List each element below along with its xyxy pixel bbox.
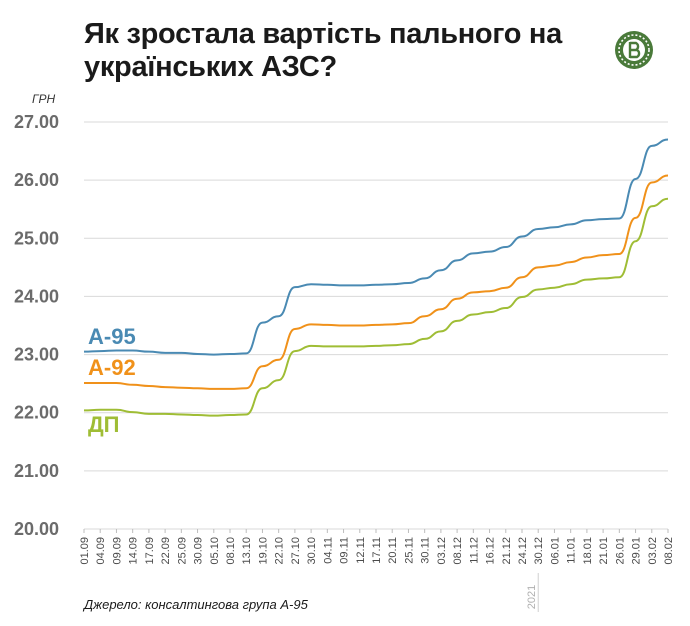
x-tick-label: 18.01 [582, 537, 594, 565]
y-tick-label: 25.00 [14, 228, 59, 248]
y-tick-label: 23.00 [14, 345, 59, 365]
x-tick-label: 04.11 [322, 537, 334, 564]
y-tick-label: 24.00 [14, 286, 59, 306]
x-tick-label: 19.10 [257, 537, 269, 565]
y-axis: 27.00 26.00 25.00 24.00 23.00 22.00 21.00 20.00 [14, 112, 59, 539]
series-line-1 [84, 174, 669, 390]
y-tick-label: 27.00 [14, 112, 59, 132]
series-label: ДП [88, 412, 120, 437]
x-axis: 01.09 04.09 09.09 14.09 17.09 22.09 25.09 30.09… [79, 529, 675, 612]
series-label: А-95 [88, 324, 136, 349]
x-tick-label: 27.10 [290, 537, 302, 565]
y-axis-unit: ГРН [32, 92, 56, 106]
series-label: А-92 [88, 355, 136, 380]
x-tick-label: 21.01 [598, 537, 610, 565]
x-tick-label: 09.09 [111, 537, 123, 565]
x-tick-label: 03.02 [647, 537, 659, 565]
x-tick-label: 22.09 [160, 537, 172, 565]
x-tick-label: 30.11 [420, 537, 432, 564]
x-tick-label: 24.12 [517, 537, 529, 565]
x-tick-label: 17.09 [144, 537, 156, 565]
y-tick-label: 21.00 [14, 461, 59, 481]
series-line-2 [83, 197, 669, 417]
x-tick-label: 03.12 [436, 537, 448, 565]
x-tick-label: 04.09 [95, 537, 107, 565]
x-tick-label: 11.12 [468, 537, 480, 564]
x-tick-label: 01.09 [79, 537, 91, 565]
series-lines [83, 138, 669, 417]
y-tick-label: 22.00 [14, 403, 59, 423]
x-tick-label: 30.09 [193, 537, 205, 565]
x-tick-label: 06.01 [549, 537, 561, 565]
x-tick-label: 16.12 [485, 537, 497, 565]
y-tick-label: 20.00 [14, 519, 59, 539]
x-tick-label: 26.01 [614, 537, 626, 565]
x-tick-label: 11.01 [566, 537, 578, 564]
x-tick-label: 08.10 [225, 537, 237, 565]
x-tick-label: 08.02 [663, 537, 675, 565]
x-tick-label: 08.12 [452, 537, 464, 565]
x-tick-label: 09.11 [339, 537, 351, 564]
x-tick-label: 29.01 [631, 537, 643, 565]
coin-logo-icon [615, 31, 653, 69]
series-line-0 [83, 138, 669, 356]
x-tick-label: 20.11 [387, 537, 399, 564]
x-tick-label: 14.09 [128, 537, 140, 565]
x-tick-label: 12.11 [355, 537, 367, 564]
x-tick-label: 22.10 [274, 537, 286, 565]
x-tick-label: 13.10 [241, 537, 253, 565]
x-tick-label: 17.11 [371, 537, 383, 564]
x-tick-label: 25.09 [176, 537, 188, 565]
x-tick-label: 25.11 [403, 537, 415, 564]
year-label: 2021 [526, 585, 538, 609]
x-tick-label: 30.12 [533, 537, 545, 565]
y-tick-label: 26.00 [14, 170, 59, 190]
x-tick-label: 21.12 [501, 537, 513, 565]
chart-title: Як зростала вартість пального на українс… [84, 18, 562, 83]
x-tick-label: 05.10 [209, 537, 221, 565]
series-labels: А-95 А-92 ДП [88, 324, 136, 437]
x-tick-label: 30.10 [306, 537, 318, 565]
source-note: Джерело: консалтингова група А-95 [84, 597, 308, 612]
